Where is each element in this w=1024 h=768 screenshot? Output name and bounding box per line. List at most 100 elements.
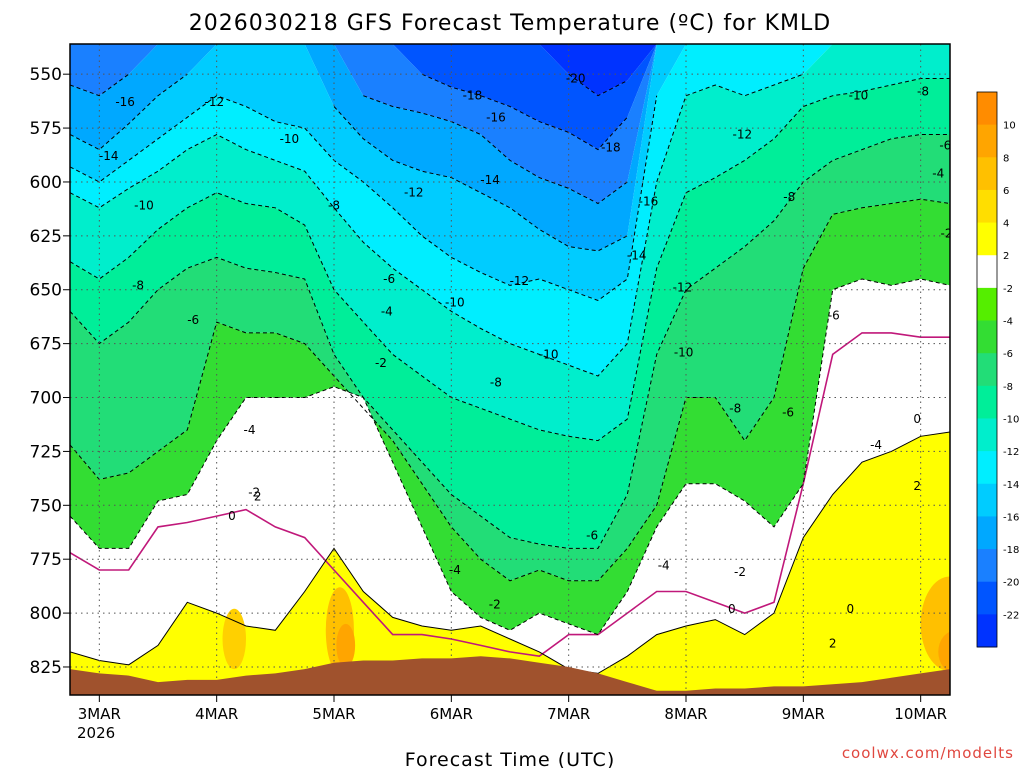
contour-label: 2 [913, 479, 921, 493]
x-tick-label: 10MAR [894, 705, 947, 723]
contour-label: -6 [586, 528, 598, 542]
grid-lines [70, 44, 950, 695]
x-axis-label: Forecast Time (UTC) [405, 749, 615, 768]
colorbar-label: 6 [1003, 186, 1009, 197]
x-tick-label: 4MAR [195, 705, 238, 723]
colorbar-label: -10 [1003, 415, 1019, 426]
contour-label: -16 [115, 95, 135, 109]
contour-label: -18 [463, 89, 483, 103]
colorbar-swatch [977, 581, 997, 615]
x-tick-label: 7MAR [547, 705, 590, 723]
band--16--14 [70, 44, 950, 251]
y-tick-label: 800 [30, 604, 62, 624]
colorbar-label: -14 [1003, 480, 1019, 491]
warm-core-4mar [222, 608, 246, 670]
colorbar-label: 8 [1003, 153, 1009, 164]
contour-labels: -20-18-16-16-18-16-14-14-12-12-12 -12-12-… [99, 71, 951, 650]
y-tick-label: 725 [30, 442, 62, 462]
colorbar-swatch [977, 353, 997, 387]
plot-area: -20-18-16-16-18-16-14-14-12-12-12 -12-12-… [70, 44, 951, 695]
colorbar-frame [976, 91, 998, 648]
contour-label: 0 [846, 602, 854, 616]
contour-label: -6 [828, 309, 840, 323]
band-0-2 [70, 332, 950, 674]
colorbar-swatch [977, 483, 997, 517]
isotherm--12 [70, 95, 658, 302]
plot-frame [69, 43, 951, 696]
colorbar-swatch [977, 124, 997, 158]
isotherm--20 [568, 73, 628, 97]
y-tick-label: 625 [30, 227, 62, 247]
band--2-0 [70, 279, 950, 657]
colorbar-swatch [977, 157, 997, 191]
colorbar-label: -18 [1003, 545, 1019, 556]
band--12--10 [70, 44, 950, 376]
band--8--6 [70, 78, 950, 549]
band--14--12 [70, 44, 950, 301]
contour-label: -4 [932, 166, 944, 180]
contour-label: -8 [783, 190, 795, 204]
band--10--8 [70, 44, 950, 441]
y-tick-label: 550 [30, 65, 62, 85]
x-axis-ticks: 3MAR 4MAR 5MAR 6MAR 7MAR 8MAR 9MAR 10MAR [78, 695, 947, 723]
band--18--16 [70, 44, 950, 204]
y-tick-label: 650 [30, 281, 62, 301]
isotherm--16 [70, 73, 628, 205]
colorbar-label: -22 [1003, 610, 1019, 621]
warm-core-10mar-b [938, 631, 950, 673]
colorbar-swatch [977, 320, 997, 354]
y-axis-ticks: 550 575 600 625 650 675 700 725 750 775 800 825 [30, 65, 70, 678]
contour-label: -6 [187, 313, 199, 327]
y-tick-label: 750 [30, 496, 62, 516]
y-tick-label: 575 [30, 119, 62, 139]
contour-label: -14 [99, 149, 119, 163]
y-tick-label: 775 [30, 550, 62, 570]
contour-label: 2 [829, 636, 837, 650]
contour-label: -16 [486, 110, 506, 124]
contour-label: -10 [134, 199, 154, 213]
colorbar-label: 2 [1003, 251, 1009, 262]
colorbar-label: 10 [1003, 121, 1016, 132]
x-tick-label: 8MAR [664, 705, 707, 723]
contour-label: -12 [404, 186, 424, 200]
band--20--18 [70, 44, 950, 150]
isotherm--4 [70, 198, 950, 582]
contour-label: -6 [383, 272, 395, 286]
colorbar-label: -4 [1003, 317, 1013, 328]
colorbar-swatch [977, 451, 997, 485]
contour-label: -10 [539, 347, 559, 361]
contour-label: -8 [328, 199, 340, 213]
contour-label: -6 [939, 138, 951, 152]
y-tick-label: 675 [30, 335, 62, 355]
band-2-warm [70, 432, 950, 695]
contour-label: -10 [674, 345, 694, 359]
colorbar-swatch [977, 516, 997, 550]
isotherm-0 [70, 332, 950, 658]
contour-label: -8 [132, 278, 144, 292]
colorbar: 10 8 6 4 2 -2 -4 -6 -8 -10 -12 -14 -16 -18 -20 -22 [976, 91, 1019, 648]
y-tick-label: 825 [30, 658, 62, 678]
isotherm--14 [70, 73, 628, 252]
colorbar-swatch [977, 614, 997, 648]
x-tick-label: 5MAR [312, 705, 355, 723]
colorbar-swatch [977, 255, 997, 289]
x-year-label: 2026 [77, 724, 115, 742]
contour-label: -6 [782, 406, 794, 420]
contour-label: -14 [627, 248, 647, 262]
contour-label: -10 [849, 89, 869, 103]
colorbar-label: -8 [1003, 382, 1013, 393]
contour-label: -14 [480, 173, 500, 187]
contour-label: -20 [566, 71, 586, 85]
colorbar-swatch [977, 418, 997, 452]
colorbar-swatch [977, 549, 997, 583]
temperature-bands [70, 44, 950, 695]
y-tick-label: 700 [30, 389, 62, 409]
terrain-fill [70, 656, 950, 695]
contour-label: -2 [248, 485, 260, 499]
colorbar-swatch [977, 189, 997, 224]
colorbar-label: -20 [1003, 578, 1019, 589]
contour-label: -2 [375, 356, 387, 370]
band--6--4 [70, 134, 950, 581]
colorbar-label: 4 [1003, 219, 1009, 230]
